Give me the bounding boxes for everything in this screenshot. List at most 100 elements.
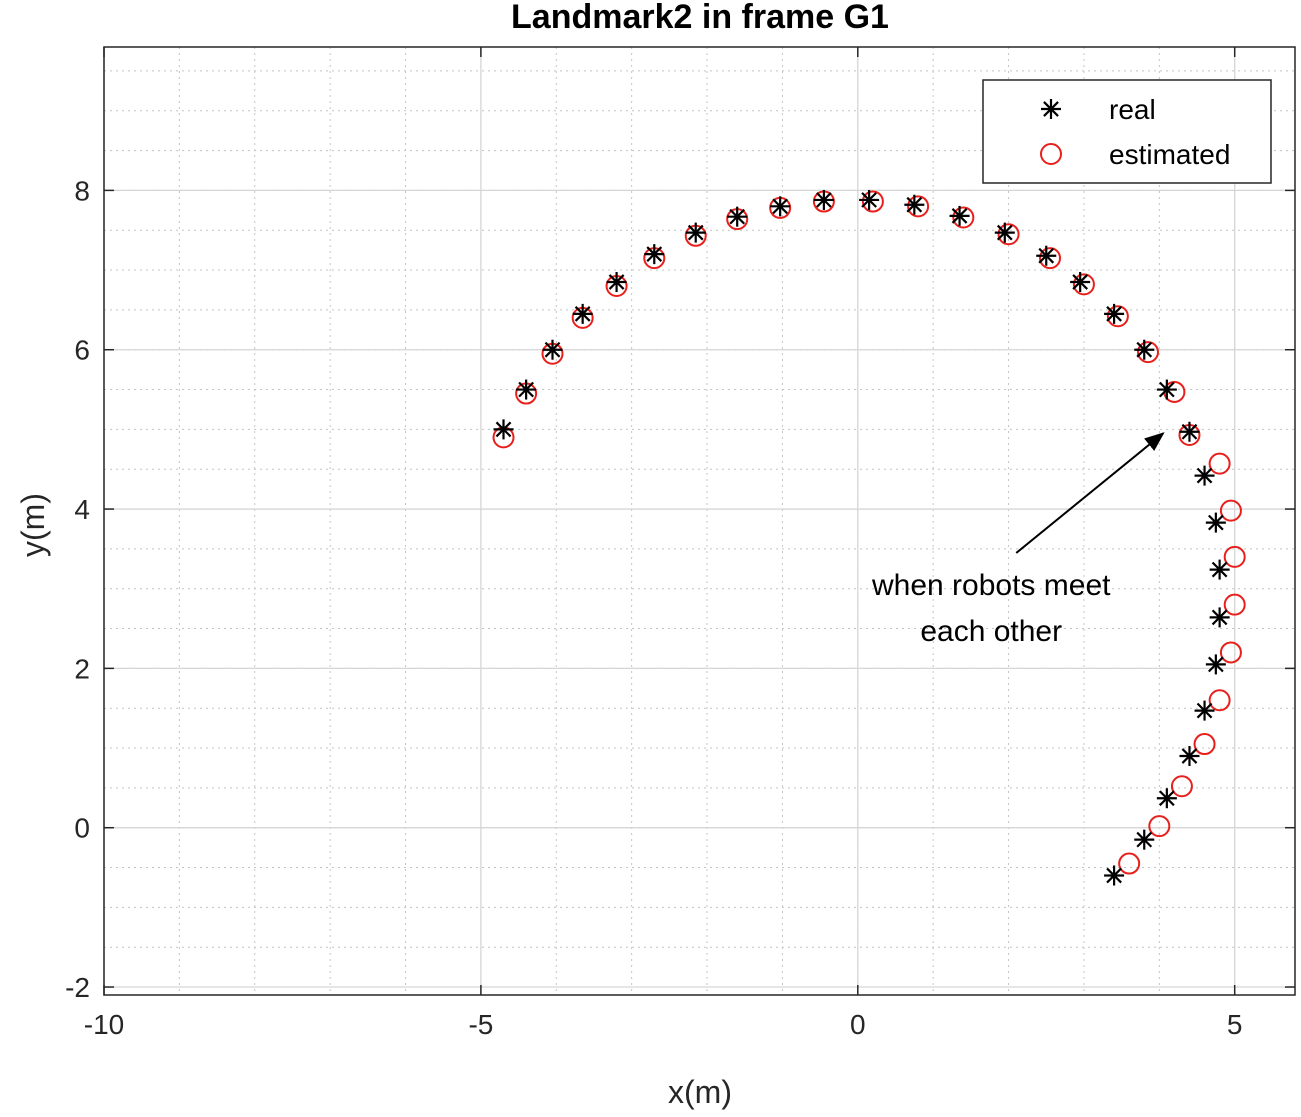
- data-point-real: [1209, 607, 1230, 628]
- data-point-real: [1194, 700, 1215, 721]
- data-point-estimated: [1039, 247, 1062, 270]
- asterisk-stroke: [772, 198, 789, 215]
- data-point-estimated: [1193, 733, 1216, 756]
- data-point-real: [1104, 303, 1125, 324]
- y-tick-label: -2: [65, 972, 90, 1003]
- plot-frame: [103, 46, 1296, 996]
- data-point-real: [994, 222, 1015, 243]
- y-tick-label: 8: [74, 175, 90, 206]
- data-point-real: [1134, 339, 1155, 360]
- annotation-arrow: [1015, 432, 1165, 554]
- series-real: [493, 189, 1230, 886]
- asterisk-stroke: [1211, 561, 1228, 578]
- data-point-real: [727, 206, 748, 227]
- x-axis-label: x(m): [668, 1074, 732, 1110]
- asterisk-stroke: [1196, 467, 1213, 484]
- x-tick-label: -5: [468, 1009, 493, 1040]
- asterisk-stroke: [687, 224, 704, 241]
- data-point-estimated: [907, 195, 930, 218]
- data-point-real: [1179, 421, 1200, 442]
- data-point-real: [1179, 746, 1200, 767]
- asterisk-stroke: [1211, 609, 1228, 626]
- asterisk-stroke: [1208, 656, 1224, 673]
- data-point-estimated: [1148, 815, 1171, 838]
- legend-marker-estimated: [1040, 143, 1062, 165]
- y-tick-label: 0: [74, 813, 90, 844]
- y-axis-label: y(m): [15, 493, 51, 557]
- data-point-estimated: [1208, 452, 1231, 475]
- asterisk-stroke: [518, 381, 534, 398]
- data-layer: [492, 189, 1246, 886]
- data-point-estimated: [997, 223, 1020, 246]
- data-point-estimated: [1223, 593, 1246, 616]
- data-point-real: [1156, 379, 1177, 400]
- series-estimated: [492, 190, 1246, 875]
- data-point-estimated: [1106, 305, 1129, 328]
- data-point-real: [644, 244, 665, 265]
- asterisk-stroke: [1136, 831, 1153, 848]
- data-point-estimated: [1072, 273, 1095, 296]
- asterisk-stroke: [1208, 514, 1224, 531]
- data-point-real: [813, 189, 834, 210]
- data-point-real: [949, 205, 970, 226]
- data-point-real: [904, 194, 925, 215]
- x-tick-label: 5: [1227, 1009, 1243, 1040]
- data-point-real: [1205, 512, 1226, 533]
- asterisk-stroke: [729, 208, 746, 225]
- asterisk-stroke: [1136, 341, 1153, 358]
- data-point-real: [1070, 272, 1091, 293]
- data-point-estimated: [1223, 545, 1246, 568]
- asterisk-stroke: [1181, 748, 1198, 764]
- data-point-estimated: [952, 206, 975, 229]
- asterisk-stroke: [1106, 867, 1122, 884]
- legend-label-real: real: [1109, 94, 1156, 125]
- asterisk-stroke: [1159, 381, 1175, 398]
- data-point-real: [1209, 559, 1230, 580]
- data-point-real: [1134, 829, 1155, 850]
- asterisk-stroke: [574, 306, 591, 322]
- data-point-estimated: [1170, 775, 1193, 798]
- annotation-text: when robots meet: [871, 569, 1111, 602]
- annotation-text: each other: [920, 615, 1062, 648]
- data-point-estimated: [1137, 341, 1160, 364]
- asterisk-stroke: [906, 196, 923, 213]
- y-tick-label: 2: [74, 653, 90, 684]
- data-point-estimated: [1118, 852, 1141, 875]
- data-point-real: [1156, 788, 1177, 809]
- data-point-real: [1104, 865, 1125, 886]
- data-point-real: [685, 222, 706, 243]
- data-point-estimated: [861, 190, 884, 213]
- y-tick-label: 4: [74, 494, 90, 525]
- asterisk-stroke: [1181, 423, 1198, 440]
- y-tick-label: 6: [74, 335, 90, 366]
- asterisk-stroke: [1159, 790, 1175, 807]
- asterisk-stroke: [1196, 702, 1213, 719]
- grid: [103, 47, 1295, 995]
- data-point-real: [516, 379, 537, 400]
- asterisk-stroke: [544, 341, 561, 358]
- asterisk-stroke: [861, 192, 877, 208]
- data-point-real: [1036, 245, 1057, 266]
- annotation: when robots meet each other: [871, 432, 1165, 648]
- data-point-real: [606, 272, 627, 293]
- data-point-real: [859, 189, 880, 210]
- data-point-estimated: [1219, 641, 1242, 664]
- legend-label-estimated: estimated: [1109, 139, 1230, 170]
- data-point-real: [542, 339, 563, 360]
- asterisk-stroke: [951, 208, 968, 224]
- asterisk-stroke: [996, 224, 1013, 241]
- data-point-estimated: [1219, 499, 1242, 522]
- legend: real estimated: [982, 79, 1272, 184]
- x-tick-label: -10: [84, 1009, 124, 1040]
- axis-ticks: -10 -5 0 5 -2 0 2 4 6 8: [65, 47, 1295, 1040]
- asterisk-stroke: [1043, 101, 1059, 117]
- chart-title: Landmark2 in frame G1: [511, 0, 889, 36]
- x-tick-label: 0: [850, 1009, 866, 1040]
- asterisk-stroke: [816, 192, 832, 208]
- legend-box: [982, 79, 1272, 184]
- asterisk-stroke: [646, 246, 663, 262]
- asterisk-stroke: [1072, 274, 1089, 290]
- data-point-real: [1194, 465, 1215, 486]
- asterisk-stroke: [608, 274, 625, 290]
